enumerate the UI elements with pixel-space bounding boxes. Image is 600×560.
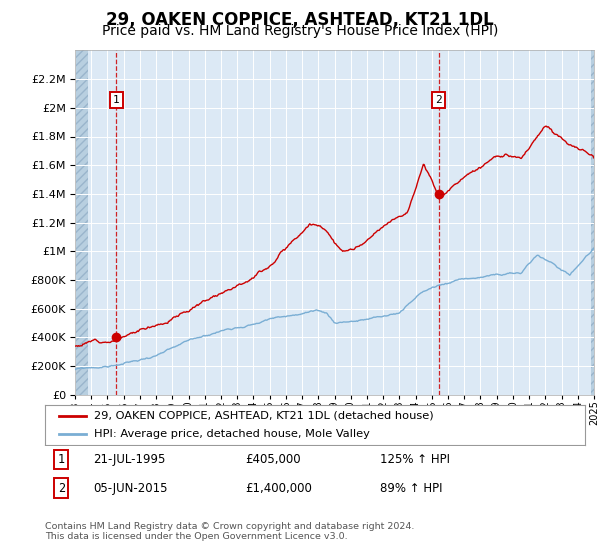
- Text: Price paid vs. HM Land Registry's House Price Index (HPI): Price paid vs. HM Land Registry's House …: [102, 24, 498, 38]
- Text: 29, OAKEN COPPICE, ASHTEAD, KT21 1DL: 29, OAKEN COPPICE, ASHTEAD, KT21 1DL: [106, 11, 494, 29]
- Text: Contains HM Land Registry data © Crown copyright and database right 2024.
This d: Contains HM Land Registry data © Crown c…: [45, 522, 415, 542]
- Text: £1,400,000: £1,400,000: [245, 482, 311, 494]
- Text: 2: 2: [58, 482, 65, 494]
- Text: 125% ↑ HPI: 125% ↑ HPI: [380, 453, 450, 466]
- Text: HPI: Average price, detached house, Mole Valley: HPI: Average price, detached house, Mole…: [94, 430, 370, 439]
- Text: 05-JUN-2015: 05-JUN-2015: [94, 482, 168, 494]
- Text: 1: 1: [58, 453, 65, 466]
- Text: 2: 2: [435, 95, 442, 105]
- Text: £405,000: £405,000: [245, 453, 301, 466]
- Text: 21-JUL-1995: 21-JUL-1995: [94, 453, 166, 466]
- Text: 29, OAKEN COPPICE, ASHTEAD, KT21 1DL (detached house): 29, OAKEN COPPICE, ASHTEAD, KT21 1DL (de…: [94, 411, 433, 421]
- Text: 1: 1: [113, 95, 120, 105]
- Text: 89% ↑ HPI: 89% ↑ HPI: [380, 482, 442, 494]
